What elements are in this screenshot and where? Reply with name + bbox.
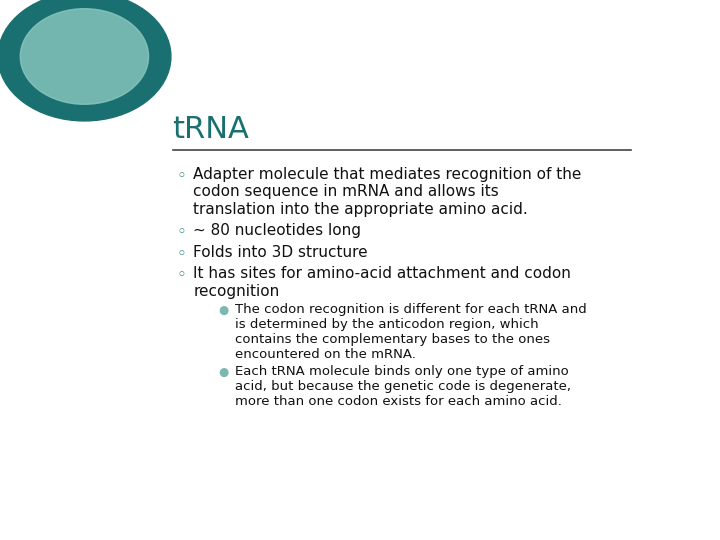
Text: encountered on the mRNA.: encountered on the mRNA. [235, 348, 416, 361]
Text: contains the complementary bases to the ones: contains the complementary bases to the … [235, 333, 550, 346]
Text: Adapter molecule that mediates recognition of the: Adapter molecule that mediates recogniti… [193, 167, 582, 181]
Text: is determined by the anticodon region, which: is determined by the anticodon region, w… [235, 319, 539, 332]
Text: recognition: recognition [193, 284, 279, 299]
Text: acid, but because the genetic code is degenerate,: acid, but because the genetic code is de… [235, 380, 571, 394]
Circle shape [0, 0, 171, 121]
Text: codon sequence in mRNA and allows its: codon sequence in mRNA and allows its [193, 184, 499, 199]
Text: Folds into 3D structure: Folds into 3D structure [193, 245, 368, 260]
Text: The codon recognition is different for each tRNA and: The codon recognition is different for e… [235, 303, 587, 316]
Text: ◦: ◦ [176, 223, 186, 241]
Text: tRNA: tRNA [173, 114, 249, 144]
Text: It has sites for amino-acid attachment and codon: It has sites for amino-acid attachment a… [193, 266, 571, 281]
Circle shape [20, 9, 148, 104]
Text: ◦: ◦ [176, 266, 186, 285]
Text: translation into the appropriate amino acid.: translation into the appropriate amino a… [193, 201, 528, 217]
Text: ●: ● [218, 303, 228, 316]
Text: ◦: ◦ [176, 167, 186, 185]
Text: Each tRNA molecule binds only one type of amino: Each tRNA molecule binds only one type o… [235, 366, 569, 379]
Text: more than one codon exists for each amino acid.: more than one codon exists for each amin… [235, 395, 562, 408]
Text: ◦: ◦ [176, 245, 186, 263]
Text: ●: ● [218, 366, 228, 379]
Text: ~ 80 nucleotides long: ~ 80 nucleotides long [193, 223, 361, 238]
